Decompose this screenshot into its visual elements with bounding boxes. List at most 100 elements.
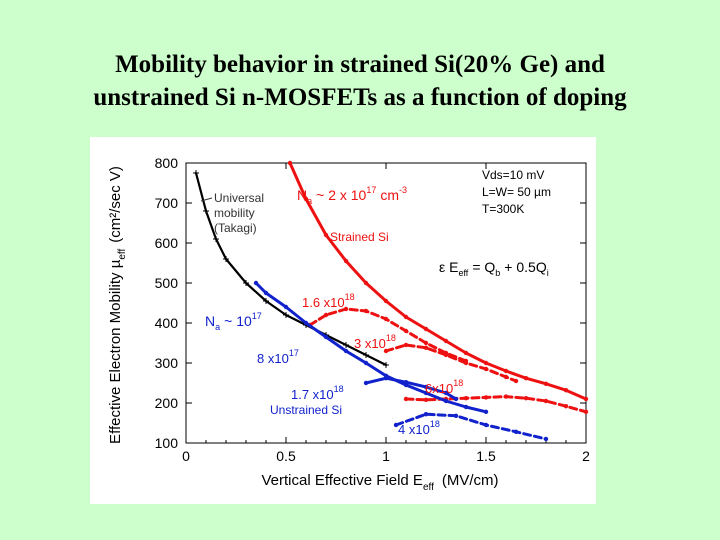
y-tick-label: 300 (155, 355, 179, 371)
doping-label-6e18: 6x1018 (425, 378, 463, 396)
data-point (403, 396, 409, 402)
data-point (363, 308, 369, 314)
data-point (513, 378, 519, 384)
strained-si-label: Strained Si (330, 230, 389, 244)
data-point (253, 280, 259, 286)
data-point (443, 398, 449, 404)
data-point (263, 290, 269, 296)
data-point (343, 348, 349, 354)
doping-label-1p7e18: 1.7 x1018 (291, 384, 344, 402)
data-point (363, 352, 369, 358)
data-point (463, 360, 469, 366)
mobility-figure: 100 200 300 400 500 600 700 800 0 0.5 1 1.5 2 Effect… (90, 137, 596, 504)
data-point (423, 397, 429, 402)
series-line (288, 161, 588, 401)
data-point (193, 170, 199, 176)
axis-ticks: 100 200 300 400 500 600 700 800 0 0.5 1 1.5 2 (155, 155, 590, 464)
data-point (423, 340, 429, 346)
field-equation: ε Eeff = Qb + 0.5Qi (439, 259, 549, 278)
data-point (463, 396, 469, 401)
data-point (513, 429, 519, 434)
data-point (393, 422, 399, 428)
data-point (423, 384, 429, 390)
data-point (523, 376, 529, 381)
data-point (463, 350, 469, 356)
data-point (453, 413, 459, 418)
data-point (543, 398, 549, 404)
y-tick-label: 800 (155, 155, 179, 171)
data-point (423, 345, 429, 350)
data-point (343, 258, 349, 264)
mobility-chart: 100 200 300 400 500 600 700 800 0 0.5 1 1.5 2 Effect… (107, 155, 590, 493)
data-point (423, 412, 429, 417)
series-group (193, 160, 589, 442)
strained-doping-label: Na ~ 2 x 1017 cm-3 (297, 185, 407, 206)
data-point (363, 360, 369, 366)
series-line (394, 412, 548, 441)
data-point (243, 280, 249, 286)
unstrained-doping-label: Na ~ 1017 (205, 311, 262, 332)
data-point (363, 380, 369, 386)
condition-lw: L=W= 50 µm (482, 185, 551, 199)
doping-label-3e18: 3 x1018 (354, 333, 396, 351)
data-point (343, 342, 349, 348)
data-point (503, 394, 509, 399)
data-point (483, 366, 489, 372)
y-tick-label: 400 (155, 315, 179, 331)
data-point (403, 328, 409, 334)
data-point (483, 409, 489, 414)
universal-label-2: mobility (214, 206, 255, 220)
data-point (323, 334, 329, 340)
universal-pointer (200, 197, 213, 202)
data-point (443, 338, 449, 344)
data-point (563, 404, 569, 409)
data-point (483, 360, 489, 366)
data-point (453, 396, 459, 402)
data-point (383, 298, 389, 304)
data-point (503, 374, 509, 380)
data-point (343, 306, 349, 312)
data-point (383, 316, 389, 322)
data-point (403, 380, 409, 385)
data-point (223, 256, 229, 262)
series-line (194, 171, 388, 367)
data-point (283, 312, 289, 318)
data-point (503, 368, 509, 374)
y-tick-label: 100 (155, 435, 179, 451)
data-point (263, 298, 269, 304)
data-point (483, 395, 489, 400)
universal-label-3: (Takagi) (214, 221, 257, 235)
data-point (403, 342, 409, 348)
data-point (303, 196, 309, 202)
universal-label-1: Universal (214, 191, 264, 205)
data-point (403, 314, 409, 320)
data-point (203, 208, 209, 214)
data-point (443, 390, 449, 396)
doping-label-4e18: 4 x1018 (398, 419, 440, 437)
data-point (583, 409, 589, 414)
data-point (383, 362, 389, 368)
data-point (483, 422, 489, 428)
data-point (287, 160, 293, 166)
y-axis-title: Effective Electron Mobility µeff(cm²/sec… (107, 166, 128, 444)
data-point (363, 280, 369, 286)
title-line-1: Mobility behavior in strained Si(20% Ge)… (115, 51, 605, 78)
title-line-2: unstrained Si n-MOSFETs as a function of… (93, 84, 627, 111)
data-point (323, 312, 329, 318)
y-tick-label: 600 (155, 235, 179, 251)
data-point (423, 326, 429, 332)
unstrained-si-label: Unstrained Si (270, 403, 342, 417)
x-tick-label: 2 (582, 448, 590, 464)
data-point (283, 304, 289, 310)
x-tick-label: 0.5 (276, 448, 296, 464)
series-line (384, 343, 518, 383)
x-tick-label: 1 (382, 448, 390, 464)
doping-label-8e17: 8 x1017 (257, 348, 299, 366)
data-point (423, 390, 429, 396)
data-point (323, 232, 329, 238)
condition-vds: Vds=10 mV (482, 168, 544, 182)
data-point (303, 320, 309, 326)
x-axis-title: Vertical Effective Field Eeff (MV/cm) (261, 472, 498, 493)
data-point (543, 381, 549, 386)
x-tick-label: 1.5 (476, 448, 496, 464)
